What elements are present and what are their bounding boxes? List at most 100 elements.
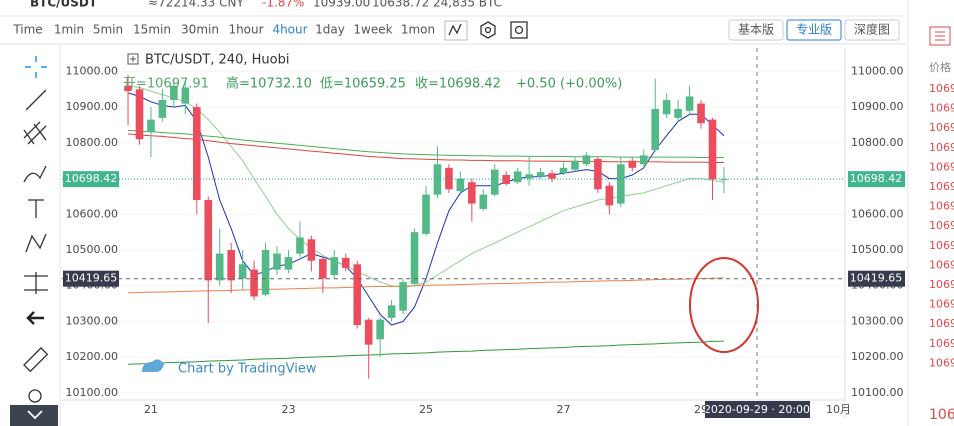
watermark-logo bbox=[142, 359, 164, 372]
candle-body bbox=[364, 319, 373, 345]
text-tool[interactable] bbox=[28, 199, 44, 218]
y-tick-label: 10800.00 bbox=[66, 136, 119, 149]
candle-body bbox=[445, 167, 453, 190]
book-price: 1069 bbox=[929, 278, 954, 291]
book-price: 1069 bbox=[929, 337, 954, 350]
view-button[interactable] bbox=[844, 19, 900, 41]
view-button[interactable] bbox=[786, 19, 842, 41]
book-menu[interactable] bbox=[929, 26, 951, 46]
interval-button[interactable]: 4hour bbox=[272, 23, 307, 37]
view-label: 深度图 bbox=[854, 22, 890, 37]
interval-button[interactable]: 1min bbox=[54, 23, 84, 37]
last-price-box bbox=[63, 171, 119, 188]
settings-button[interactable] bbox=[480, 21, 496, 39]
x-tick-label: 27 bbox=[557, 403, 571, 416]
ohlc-legend: 开=10697.91 高=10732.10 低=10659.25 收=10698.42… bbox=[123, 76, 622, 92]
candle-body bbox=[582, 155, 591, 165]
book-price: 1069 bbox=[929, 239, 954, 252]
candle-body bbox=[319, 258, 327, 279]
y-tick-label: 11000.00 bbox=[66, 64, 119, 77]
pattern-tool[interactable] bbox=[25, 233, 47, 253]
plot-area bbox=[62, 70, 845, 394]
y-tick-label-right: 10600.00 bbox=[851, 207, 904, 220]
view-label: 基本版 bbox=[738, 23, 774, 37]
crosshair-time-box bbox=[705, 401, 810, 418]
drawing-tools bbox=[10, 44, 61, 426]
candle-body bbox=[548, 173, 556, 179]
indicator-icon bbox=[448, 23, 462, 36]
candle-body bbox=[708, 119, 717, 180]
candle-body bbox=[571, 160, 579, 170]
interval-button[interactable]: 5min bbox=[93, 23, 123, 37]
legend-toggle[interactable] bbox=[127, 53, 139, 65]
candle-body bbox=[513, 171, 522, 183]
candle-body bbox=[353, 264, 362, 325]
volume: 24,835 BTC bbox=[433, 0, 502, 10]
cursor-price-label: 10419.65 bbox=[65, 272, 118, 285]
brush-tool[interactable] bbox=[23, 165, 47, 183]
crosshair-tool[interactable] bbox=[25, 56, 47, 78]
collapse-button[interactable] bbox=[10, 405, 58, 426]
annotation-ellipse bbox=[689, 257, 759, 353]
book-menu-icon bbox=[935, 31, 945, 41]
interval-button[interactable]: 1mon bbox=[401, 23, 435, 37]
fullscreen-button[interactable] bbox=[510, 21, 528, 39]
interval-button[interactable]: Time bbox=[12, 23, 42, 37]
day-high: 10939.00 bbox=[313, 0, 370, 10]
fib-tool[interactable] bbox=[23, 121, 47, 145]
candle-body bbox=[261, 250, 270, 295]
ma-line bbox=[127, 85, 725, 289]
candle-body bbox=[192, 107, 201, 200]
candle-body bbox=[422, 194, 430, 234]
interval-button[interactable]: 1hour bbox=[228, 23, 263, 37]
book-price: 1069 bbox=[929, 258, 954, 271]
ohlc-value: 低=10659.25 bbox=[320, 77, 406, 92]
book-price: 1069 bbox=[929, 180, 954, 193]
candle-body bbox=[697, 103, 705, 124]
last-price-box-right bbox=[848, 171, 905, 188]
y-tick-label: 10600.00 bbox=[66, 207, 119, 220]
interval-button[interactable]: 15min bbox=[133, 23, 171, 37]
last-price-label-right: 10698.42 bbox=[850, 172, 903, 185]
cny-price: ≈72214.33 CNY bbox=[148, 0, 244, 10]
y-tick-label-right: 10500.00 bbox=[851, 243, 904, 256]
view-label: 专业版 bbox=[796, 22, 832, 37]
zoom-tool[interactable] bbox=[28, 389, 42, 403]
ma-line bbox=[127, 129, 724, 158]
indicator-button[interactable] bbox=[444, 20, 468, 41]
interval-button[interactable]: 30min bbox=[181, 23, 219, 37]
candle-body bbox=[273, 253, 281, 270]
measure-tool[interactable] bbox=[24, 272, 48, 294]
ohlc-value: 高=10732.10 bbox=[226, 76, 312, 92]
view-button[interactable] bbox=[728, 19, 784, 41]
interval-button[interactable]: 1day bbox=[315, 23, 345, 37]
candle-body bbox=[147, 119, 155, 133]
y-tick-label-right: 11000.00 bbox=[851, 64, 904, 77]
y-tick-label: 10500.00 bbox=[66, 243, 119, 256]
candle-body bbox=[181, 87, 190, 104]
book-price: 1069 bbox=[929, 141, 954, 154]
y-tick-label-right: 10800.00 bbox=[851, 136, 904, 149]
back-tool[interactable] bbox=[26, 311, 44, 325]
y-tick-label: 10200.00 bbox=[66, 350, 119, 363]
candle-body bbox=[330, 257, 339, 275]
candle-body bbox=[456, 178, 465, 192]
trendline-tool[interactable] bbox=[25, 89, 47, 111]
book-price: 1069 bbox=[929, 160, 954, 173]
book-last: 106 bbox=[929, 407, 954, 423]
candle-body bbox=[410, 232, 419, 284]
interval-button[interactable]: 1week bbox=[353, 23, 392, 37]
candle-body bbox=[605, 185, 614, 206]
watermark: Chart by TradingView bbox=[142, 359, 317, 377]
ohlc-value: 开=10697.91 bbox=[123, 77, 209, 92]
candle-body bbox=[204, 200, 213, 281]
candle-body bbox=[559, 167, 568, 174]
book-price: 1069 bbox=[929, 200, 954, 213]
candle-body bbox=[651, 108, 659, 150]
candle-body bbox=[296, 237, 304, 254]
ruler-tool[interactable] bbox=[23, 347, 49, 373]
ma-line bbox=[127, 277, 725, 294]
crosshair-time: 2020-09-29 · 20:00 bbox=[704, 403, 810, 416]
